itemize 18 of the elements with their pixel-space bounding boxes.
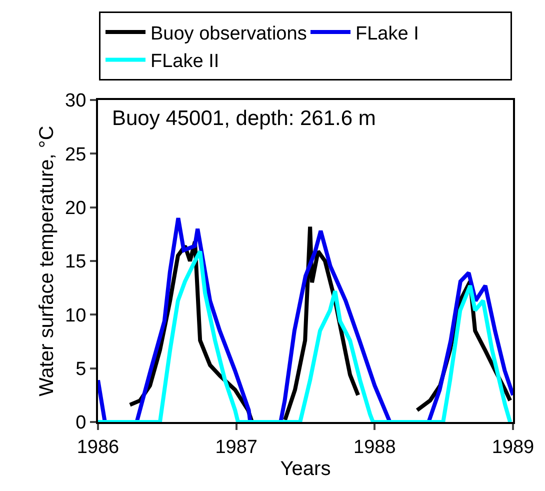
y-tick-label: 0 [76,412,86,434]
y-tick-label: 5 [76,358,86,380]
x-tick-label: 1987 [215,436,258,458]
y-tick-label: 15 [65,252,86,273]
x-tick-label: 1988 [354,436,396,458]
y-tick-label: 10 [65,305,86,326]
y-tick-label: 20 [65,198,86,219]
legend-label: FLake II [150,51,220,72]
x-tick-label: 1989 [492,436,534,458]
x-tick-label: 1986 [76,436,120,458]
legend-label: FLake I [356,23,419,44]
line-series [98,249,512,422]
y-tick-label: 30 [65,90,86,112]
y-axis-title: Water surface temperature, °C [36,126,58,396]
x-axis-title: Years [280,458,331,480]
y-tick-label: 25 [65,144,86,166]
chart-title: Buoy 45001, depth: 261.6 m [112,107,376,130]
legend-label: Buoy observations [150,23,307,44]
